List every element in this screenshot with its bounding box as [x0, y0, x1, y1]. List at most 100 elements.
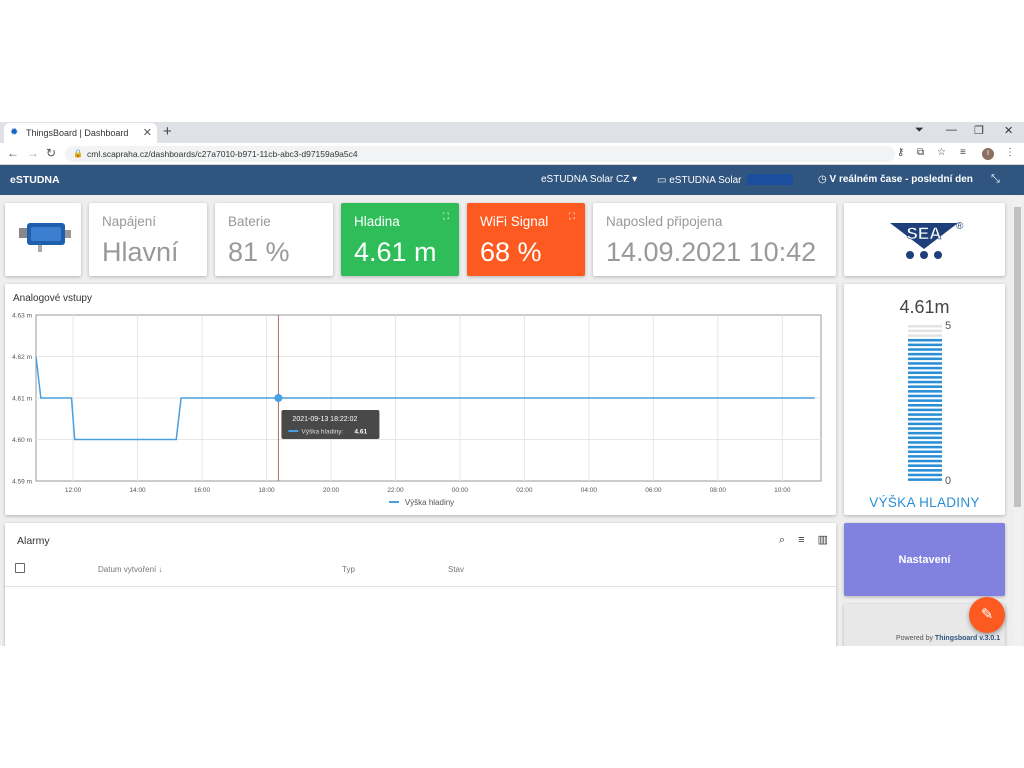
dashboard-toolbar: eSTUDNA eSTUDNA Solar CZ ▾ ▭ eSTUDNA Sol…	[0, 165, 1024, 195]
gauge-bar-segment	[908, 371, 942, 375]
gauge-bar-segment	[908, 329, 942, 333]
battery-card: Baterie 81 %	[215, 203, 333, 276]
back-icon[interactable]: ←	[7, 146, 19, 160]
gauge-bar-segment	[908, 338, 942, 342]
close-tab-icon[interactable]: ✕	[142, 127, 152, 139]
tab-title: ThingsBoard | Dashboard	[26, 128, 129, 138]
scrollbar-thumb[interactable]	[1014, 207, 1021, 507]
x-tick-label: 16:00	[194, 487, 211, 494]
browser-menu-icon[interactable]: ⋮	[1005, 147, 1015, 158]
device-selector[interactable]: ▭ eSTUDNA Solar	[657, 174, 794, 186]
chart-title: Analogové vstupy	[13, 293, 92, 304]
dashboard-select[interactable]: eSTUDNA Solar CZ ▾	[541, 174, 637, 185]
powered-name: Thingsboard v.3.0.1	[934, 635, 1001, 642]
gauge-bar-segment	[908, 334, 942, 337]
legend-label: Výška hladiny	[404, 498, 455, 507]
series-line-vyska-hladiny	[35, 356, 815, 441]
edit-fab-button[interactable]: ✎	[969, 597, 1005, 633]
page-scrollbar[interactable]	[1013, 197, 1022, 646]
gauge-value: 4.61m	[899, 297, 950, 317]
fullscreen-exit-icon[interactable]: ⤡	[991, 173, 1000, 185]
column-created[interactable]: Datum vytvoření ↓	[98, 565, 162, 574]
browser-tab[interactable]: ✹ ThingsBoard | Dashboard ✕	[4, 123, 157, 143]
last-connected-card: Naposled připojena 14.09.2021 10:42	[593, 203, 836, 276]
gauge-bar-segment	[908, 413, 942, 416]
y-tick-label: 4.60 m	[12, 437, 32, 444]
minimize-button[interactable]: —	[946, 124, 957, 136]
new-tab-button[interactable]: +	[163, 123, 172, 140]
key-icon[interactable]: ⚷	[897, 147, 905, 158]
gauge-bar-segment	[908, 478, 942, 481]
gauge-bar-segment	[908, 352, 942, 356]
analog-inputs-chart-card: Analogové vstupy 4.59 m 4.60 m 4.61 m 4.62 …	[5, 284, 836, 515]
y-tick-label: 4.62 m	[12, 354, 32, 361]
column-status[interactable]: Stav	[448, 565, 465, 574]
chart-legend[interactable]: Výška hladiny	[5, 498, 838, 507]
thingsboard-favicon-icon: ✹	[10, 127, 19, 138]
power-card: Napájení Hlavní	[89, 203, 207, 276]
gauge-bar-segment	[908, 380, 942, 384]
device-image	[19, 223, 71, 252]
gauge-bar-segment	[908, 473, 942, 477]
reload-icon[interactable]: ↻	[46, 146, 57, 160]
close-window-button[interactable]: ✕	[1004, 125, 1014, 137]
tab-search-icon[interactable]: ⏷	[915, 124, 924, 136]
power-value: Hlavní	[102, 237, 179, 267]
gauge-bar-segment	[908, 394, 942, 398]
line-chart[interactable]: 4.59 m 4.60 m 4.61 m 4.62 m 4.63 m 12:00 14:00…	[5, 284, 836, 494]
lock-icon: 🔒	[73, 149, 83, 158]
x-tick-label: 10:00	[774, 487, 791, 494]
settings-label: Nastavení	[898, 553, 951, 566]
powered-by[interactable]: Powered by Thingsboard v.3.0.1	[896, 635, 1000, 642]
filter-icon[interactable]: ≡	[798, 534, 805, 546]
dashboard-select-label: eSTUDNA Solar CZ	[541, 174, 630, 185]
sort-arrow-down-icon: ↓	[158, 565, 163, 574]
gauge-bar-segment	[908, 362, 942, 365]
dashboard-title: eSTUDNA	[10, 174, 60, 186]
x-tick-label: 14:00	[129, 487, 146, 494]
gauge-label: VÝŠKA HLADINY	[869, 495, 980, 510]
last-connected-title: Naposled připojena	[606, 214, 723, 229]
gauge-bar-segment	[908, 417, 942, 421]
gauge-bar-segment	[908, 441, 942, 444]
level-gauge	[908, 325, 942, 481]
select-all-checkbox[interactable]	[15, 563, 25, 573]
column-created-label: Datum vytvoření	[98, 565, 157, 574]
gauge-bar-segment	[908, 469, 942, 472]
forward-icon[interactable]: →	[27, 146, 39, 160]
wifi-value: 68 %	[480, 237, 542, 267]
tooltip-value: 4.61	[354, 429, 367, 436]
maximize-button[interactable]: ❐	[974, 125, 984, 137]
url-field[interactable]: 🔒 cml.scapraha.cz/dashboards/c27a7010-b9…	[65, 146, 895, 162]
reading-list-icon[interactable]: ≡	[960, 147, 966, 158]
profile-avatar[interactable]: I	[982, 148, 994, 160]
powered-prefix: Powered by	[896, 635, 933, 642]
x-tick-label: 18:00	[258, 487, 275, 494]
gauge-bar-segment	[908, 422, 942, 426]
expand-icon[interactable]: ⛶	[568, 211, 575, 221]
settings-button[interactable]: Nastavení	[844, 523, 1005, 596]
legend-swatch	[388, 501, 399, 503]
bookmark-star-icon[interactable]: ☆	[937, 147, 946, 158]
sea-logo-card: SEA ®	[844, 203, 1005, 276]
device-label: eSTUDNA Solar	[669, 175, 742, 186]
columns-icon[interactable]: ▥	[817, 534, 828, 546]
expand-icon[interactable]: ⛶	[442, 211, 449, 221]
level-card[interactable]: Hladina ⛶ 4.61 m	[341, 203, 459, 276]
alarms-title: Alarmy	[17, 535, 50, 547]
gauge-bar-segment	[908, 455, 942, 458]
gauge-bar-segment	[908, 390, 942, 393]
timewindow-button[interactable]: ◷ V reálném čase - poslední den	[818, 174, 973, 185]
wifi-card[interactable]: WiFi Signal ⛶ 68 %	[467, 203, 585, 276]
search-icon[interactable]: ⌕	[778, 534, 786, 546]
address-bar-row: ← → ↻ 🔒 cml.scapraha.cz/dashboards/c27a7…	[0, 143, 1024, 165]
translate-icon[interactable]: ⧉	[917, 147, 925, 158]
gauge-bar-segment	[908, 404, 942, 407]
edit-pencil-icon: ✎	[980, 606, 994, 623]
tooltip-time: 2021-09-13 18:22:02	[292, 416, 357, 423]
column-type[interactable]: Typ	[342, 565, 355, 574]
gauge-bar-segment	[908, 445, 942, 449]
gauge-bar-segment	[908, 399, 942, 402]
gauge-bar-segment	[908, 343, 942, 347]
devices-icon: ▭	[657, 175, 670, 186]
